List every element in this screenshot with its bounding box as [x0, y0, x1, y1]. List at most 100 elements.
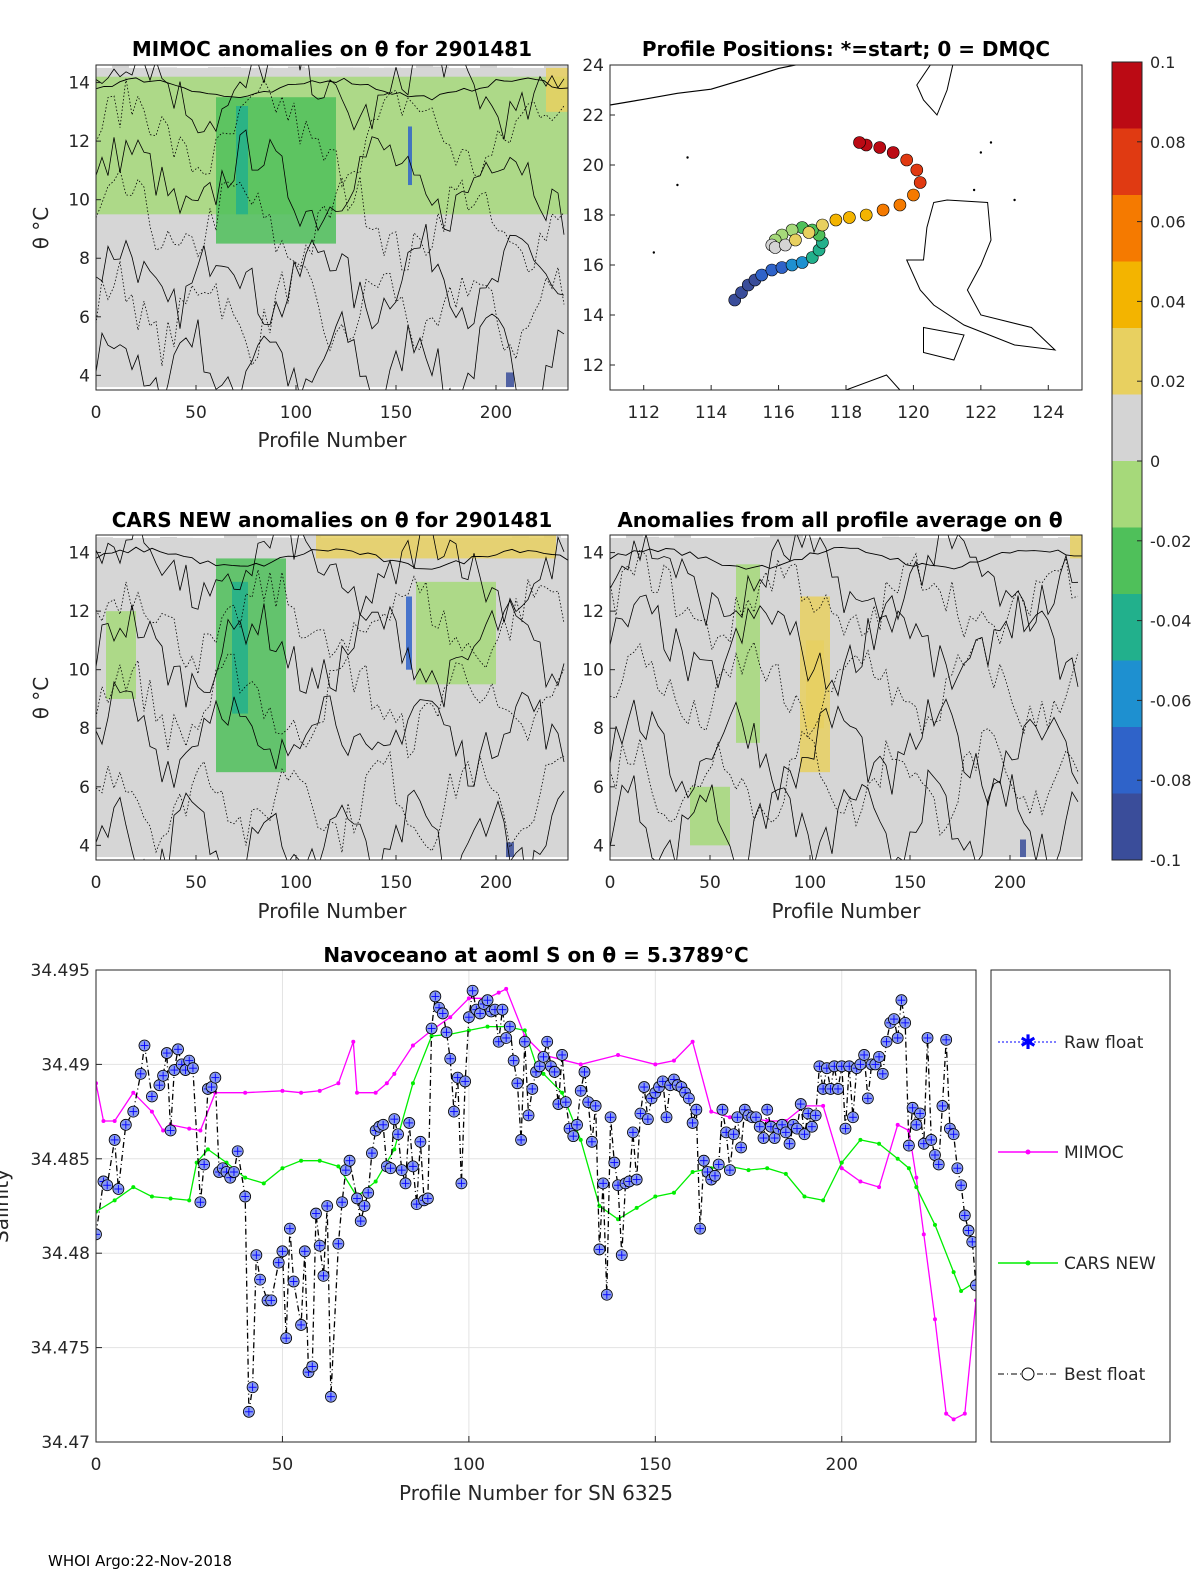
best-float-point [712, 1158, 725, 1171]
anomaly-field-edge [304, 71, 321, 77]
cars-new-point [959, 1288, 964, 1293]
best-float-point [757, 1132, 770, 1144]
y-tick-label: 14 [582, 544, 604, 564]
best-float-point [783, 1137, 796, 1150]
salinity-ylabel: Salinity [0, 1169, 13, 1243]
best-float-point [694, 1222, 706, 1235]
best-float-point [723, 1164, 736, 1177]
anomaly-field-edge [272, 68, 289, 77]
anomaly-field-edge [112, 543, 129, 547]
plot-area [610, 535, 1082, 860]
mimoc-point [962, 1411, 967, 1416]
colorbar-segment [1112, 660, 1142, 728]
best-float-point [921, 1032, 934, 1044]
colorbar-segment [1112, 594, 1142, 661]
anomaly-field-edge [1010, 538, 1027, 547]
mimoc-point [709, 1109, 714, 1114]
best-float-point [541, 1035, 554, 1048]
best-float-point [970, 1279, 976, 1292]
anomaly-field-edge [144, 71, 161, 77]
best-float-point [194, 1196, 207, 1209]
cars-new-point [783, 1171, 788, 1176]
best-float-point [936, 1100, 949, 1112]
best-float-point [895, 994, 908, 1007]
cars-new-point [522, 1028, 527, 1033]
profile-position-marker [876, 203, 890, 217]
best-float-point [880, 1035, 893, 1048]
profile-position-marker [886, 146, 900, 159]
cars-new-point [560, 1090, 565, 1095]
coastline-palawan [845, 374, 901, 390]
mimoc-point [392, 1071, 397, 1076]
best-float-point [395, 1164, 408, 1177]
x-tick-label: 200 [480, 403, 512, 423]
best-float-point [440, 1026, 453, 1039]
colorbar: 0.1 0.08 0.06 0.04 0.02 0 -0.02 -0.04 -0.06 -0.08… [1111, 53, 1191, 870]
best-float-point [500, 1032, 513, 1044]
anomaly-field-edge [320, 70, 337, 77]
mimoc-point [653, 1062, 658, 1067]
axes-frame [609, 64, 1083, 391]
best-float-point [526, 1083, 539, 1095]
x-tick-label: 0 [91, 403, 102, 423]
x-tick-label: 150 [894, 873, 926, 893]
mimoc-panel-title: MIMOC anomalies on θ for 2901481 [132, 37, 532, 61]
colorbar-segment [1112, 195, 1142, 262]
mimoc-point [317, 1088, 322, 1093]
best-float-point [265, 1294, 278, 1307]
cars-new-point [243, 1175, 248, 1180]
anomaly-field-edge [128, 71, 145, 77]
x-tick-label: 124 [1032, 403, 1064, 423]
anomaly-field-edge [754, 537, 771, 547]
mimoc-point [727, 1115, 732, 1120]
legend-raw-float: ✱ Raw float [998, 1030, 1144, 1054]
best-float-point [112, 1183, 125, 1195]
anomaly-field-edge [560, 539, 568, 547]
coastline-taiwan [916, 65, 954, 116]
y-tick-label: 34.475 [31, 1339, 90, 1359]
contour-line [96, 569, 565, 674]
best-float-point [559, 1096, 572, 1109]
cars-new-point [839, 1160, 844, 1165]
anomaly-field-edge [898, 537, 915, 547]
best-float-point [586, 1135, 598, 1148]
best-float-point [537, 1050, 550, 1063]
colorbar-segment [1112, 328, 1142, 395]
anomaly-band [1070, 535, 1082, 559]
anomaly-field-edge [384, 67, 401, 77]
best-float-point [392, 1128, 404, 1141]
x-tick-label: 150 [639, 1455, 671, 1475]
x-tick-label: 50 [185, 873, 207, 893]
cars-new-point [261, 1181, 266, 1186]
contour-line [96, 546, 568, 570]
best-float-point [929, 1149, 941, 1161]
mimoc-point [373, 1090, 378, 1095]
cars-new-point [205, 1147, 210, 1152]
anomaly-field-edge [658, 537, 675, 547]
axes-frame [95, 534, 569, 861]
best-float-point [891, 1032, 904, 1044]
cars-new-point [877, 1141, 882, 1146]
profile-position-marker [829, 213, 843, 227]
best-float-point [697, 1154, 710, 1167]
y-tick-label: 22 [582, 106, 604, 126]
best-float-point [377, 1118, 390, 1131]
cars-new-point [131, 1185, 136, 1190]
best-float-point [366, 1147, 378, 1160]
best-float-point [571, 1118, 583, 1131]
best-float-point [847, 1111, 859, 1124]
contour-line [96, 680, 565, 788]
mimoc-point [914, 1175, 919, 1180]
best-float-point [496, 1003, 509, 1016]
x-tick-label: 122 [965, 403, 997, 423]
best-float-point [709, 1169, 721, 1182]
cars-new-point [932, 1222, 937, 1227]
best-float-point [336, 1196, 349, 1209]
x-tick-label: 50 [185, 403, 207, 423]
anomaly-field-edge [882, 536, 899, 547]
island-dot [676, 183, 679, 187]
mimoc-point [131, 1090, 136, 1095]
island-dot [989, 141, 993, 144]
anomaly-field-edge [496, 67, 513, 77]
anomaly-field-edge [208, 67, 225, 77]
